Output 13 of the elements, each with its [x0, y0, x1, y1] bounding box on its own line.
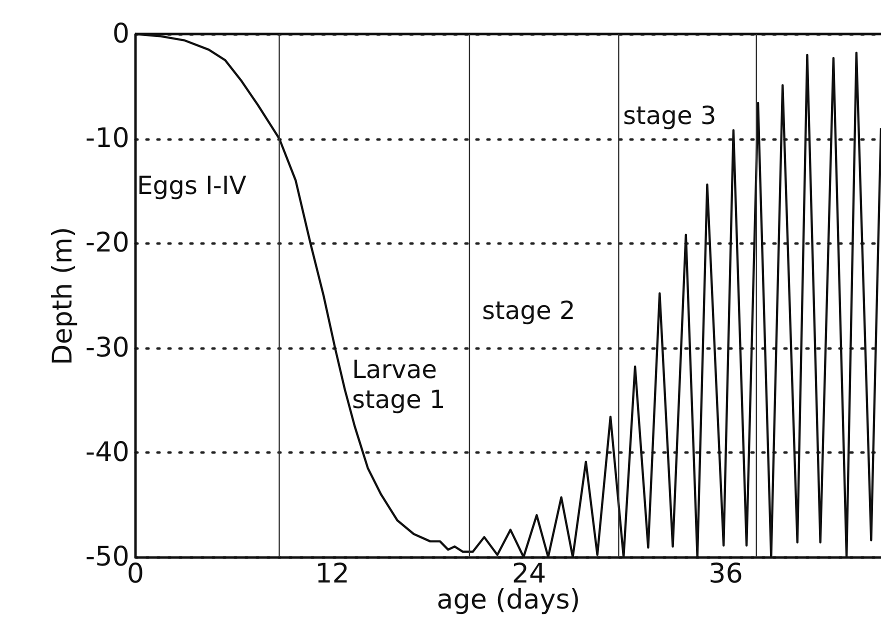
y-tick-label: -30 [85, 332, 130, 364]
annotation: stage 3 [623, 101, 716, 130]
x-tick-label: 36 [708, 558, 743, 590]
annotation: stage 2 [482, 296, 576, 325]
y-tick-label: 0 [112, 18, 130, 50]
y-axis-title: Depth (m) [47, 226, 78, 366]
annotation: Eggs I-IV [137, 171, 246, 200]
y-tick-label: -40 [85, 436, 130, 468]
y-tick-label: -20 [85, 228, 130, 259]
x-tick-label: 12 [315, 558, 350, 590]
annotation: Larvae stage 1 [352, 355, 446, 414]
y-tick-label: -50 [85, 542, 130, 572]
y-tick-label: -10 [85, 123, 130, 154]
